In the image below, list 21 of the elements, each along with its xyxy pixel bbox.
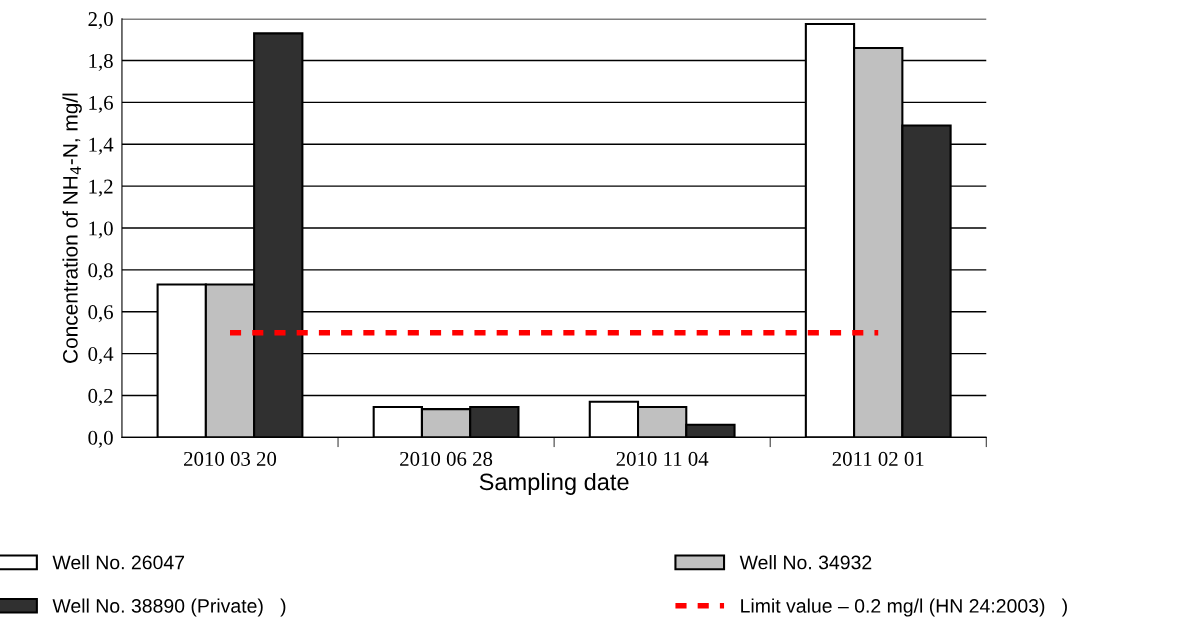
y-tick-label: 0,6	[88, 305, 113, 323]
y-tick-label: 1,2	[89, 179, 113, 197]
y-tick-label: 0,8	[88, 263, 113, 281]
y-tick-label: 0,4	[88, 346, 114, 365]
y-tick-label: 1,8	[89, 53, 113, 71]
y-tick-label: 1,4	[89, 137, 114, 155]
legend-label: Limit value – 0.2 mg/l (HN 24:2003) )	[741, 598, 1067, 617]
legend-label: Well No. 34932	[739, 555, 872, 570]
x-tick-label: 2011 02 01	[832, 451, 924, 466]
legend-label: Well No. 38890 (Private) )	[52, 598, 286, 617]
y-tick-label: 0,2	[88, 388, 113, 406]
legend-label: Well No. 26047	[52, 555, 185, 570]
y-axis-title: Concentration of NH$_{4}$-N, mg/l	[62, 93, 82, 363]
y-tick-label: 0,0	[88, 430, 113, 448]
y-tick-label: 1,6	[89, 95, 113, 113]
x-tick-label: 2010 06 28	[400, 451, 493, 466]
y-tick-label: 2,0	[88, 12, 113, 30]
x-axis-title: Sampling date	[479, 472, 629, 495]
x-tick-label: 2010 11 04	[616, 451, 709, 466]
y-tick-label: 1,0	[89, 221, 113, 239]
x-tick-label: 2010 03 20	[184, 451, 277, 466]
